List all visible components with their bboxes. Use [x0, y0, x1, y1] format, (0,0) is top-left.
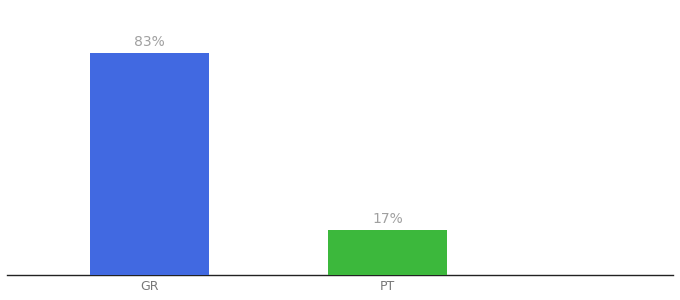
Bar: [90, 52, 209, 275]
Text: 17%: 17%: [372, 212, 403, 226]
Bar: [328, 230, 447, 275]
Text: 83%: 83%: [135, 34, 165, 49]
